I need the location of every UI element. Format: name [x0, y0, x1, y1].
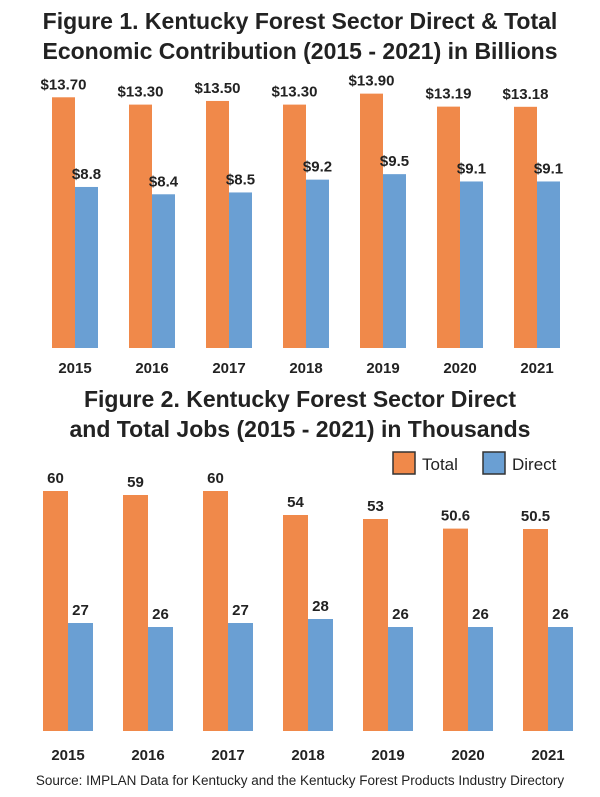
- data-label-total-2020: $13.19: [426, 86, 472, 103]
- data-label-total-2016: 59: [127, 474, 144, 491]
- bar-total-2016: [129, 104, 152, 348]
- bar-direct-2021: [548, 627, 573, 731]
- bar-total-2019: [363, 519, 388, 731]
- figure1-title: Figure 1. Kentucky Forest Sector Direct …: [0, 6, 600, 66]
- x-tick-label-2018: 2018: [289, 360, 322, 377]
- data-label-total-2021: $13.18: [503, 86, 549, 103]
- x-tick-label-2018: 2018: [291, 747, 324, 764]
- x-tick-label-2015: 2015: [51, 747, 84, 764]
- data-label-direct-2015: $8.8: [72, 166, 101, 183]
- data-label-direct-2018: 28: [312, 598, 329, 615]
- bar-direct-2018: [306, 179, 329, 348]
- bar-direct-2016: [152, 194, 175, 348]
- legend-swatch-total: [392, 451, 416, 475]
- bar-total-2021: [514, 106, 537, 348]
- legend-label-total: Total: [422, 455, 458, 474]
- data-label-direct-2019: 26: [392, 606, 409, 623]
- bar-total-2021: [523, 529, 548, 731]
- x-tick-label-2019: 2019: [371, 747, 404, 764]
- figure1-chart: $13.70 $8.8 2015 $13.30 $8.4 2016 $13.50 $8.5 20…: [41, 73, 564, 377]
- source-note: Source: IMPLAN Data for Kentucky and the…: [35, 773, 565, 788]
- bar-direct-2018: [308, 619, 333, 731]
- x-tick-label-2015: 2015: [58, 360, 91, 377]
- bar-direct-2015: [75, 186, 98, 348]
- data-label-total-2020: 50.6: [441, 508, 470, 525]
- figure2-chart: 60 27 2015 59 26 2016 60 27 2017 54 28 2018 53 26 2019…: [43, 451, 573, 764]
- bar-direct-2019: [383, 174, 406, 348]
- x-tick-label-2019: 2019: [366, 360, 399, 377]
- bar-direct-2016: [148, 627, 173, 731]
- x-tick-label-2021: 2021: [531, 747, 564, 764]
- bar-total-2018: [283, 104, 306, 348]
- bar-total-2016: [123, 495, 148, 731]
- data-label-direct-2021: 26: [552, 606, 569, 623]
- bar-total-2019: [360, 93, 383, 348]
- bar-total-2015: [43, 491, 68, 731]
- bar-total-2015: [52, 97, 75, 348]
- bar-total-2018: [283, 515, 308, 731]
- legend-swatch-direct: [482, 451, 506, 475]
- figure1-title-line2: Economic Contribution (2015 - 2021) in B…: [42, 38, 558, 64]
- data-label-direct-2019: $9.5: [380, 153, 409, 170]
- bar-total-2017: [203, 491, 228, 731]
- data-label-total-2018: 54: [287, 494, 304, 511]
- bar-direct-2015: [68, 623, 93, 731]
- x-tick-label-2016: 2016: [131, 747, 164, 764]
- data-label-total-2017: $13.50: [195, 80, 241, 97]
- bar-direct-2020: [460, 181, 483, 348]
- data-label-direct-2017: $8.5: [226, 171, 255, 188]
- data-label-total-2015: $13.70: [41, 76, 87, 93]
- bar-direct-2021: [537, 181, 560, 348]
- x-tick-label-2017: 2017: [211, 747, 244, 764]
- data-label-direct-2016: 26: [152, 606, 169, 623]
- data-label-total-2015: 60: [47, 470, 64, 487]
- data-label-direct-2016: $8.4: [149, 173, 179, 190]
- data-label-direct-2021: $9.1: [534, 160, 563, 177]
- x-tick-label-2020: 2020: [451, 747, 484, 764]
- data-label-total-2018: $13.30: [272, 84, 318, 101]
- data-label-direct-2018: $9.2: [303, 159, 332, 176]
- data-label-total-2016: $13.30: [118, 84, 164, 101]
- data-label-total-2019: 53: [367, 498, 384, 515]
- x-tick-label-2021: 2021: [520, 360, 553, 377]
- data-label-total-2017: 60: [207, 470, 224, 487]
- figure2-title: Figure 2. Kentucky Forest Sector Direct …: [0, 384, 600, 444]
- x-tick-label-2020: 2020: [443, 360, 476, 377]
- data-label-direct-2020: 26: [472, 606, 489, 623]
- bar-direct-2020: [468, 627, 493, 731]
- data-label-total-2019: $13.90: [349, 73, 395, 90]
- x-tick-label-2017: 2017: [212, 360, 245, 377]
- data-label-direct-2017: 27: [232, 602, 249, 619]
- bar-total-2020: [437, 106, 460, 348]
- bar-direct-2017: [228, 623, 253, 731]
- figure1-title-line1: Figure 1. Kentucky Forest Sector Direct …: [42, 8, 558, 34]
- bar-direct-2017: [229, 192, 252, 348]
- data-label-total-2021: 50.5: [521, 508, 550, 525]
- legend-label-direct: Direct: [512, 455, 557, 474]
- figure2-title-line1: Figure 2. Kentucky Forest Sector Direct: [83, 386, 516, 412]
- figure2-title-line2: and Total Jobs (2015 - 2021) in Thousand…: [69, 416, 531, 442]
- bar-total-2020: [443, 528, 468, 731]
- data-label-direct-2015: 27: [72, 602, 89, 619]
- x-tick-label-2016: 2016: [135, 360, 168, 377]
- data-label-direct-2020: $9.1: [457, 160, 486, 177]
- bar-direct-2019: [388, 627, 413, 731]
- bar-total-2017: [206, 100, 229, 348]
